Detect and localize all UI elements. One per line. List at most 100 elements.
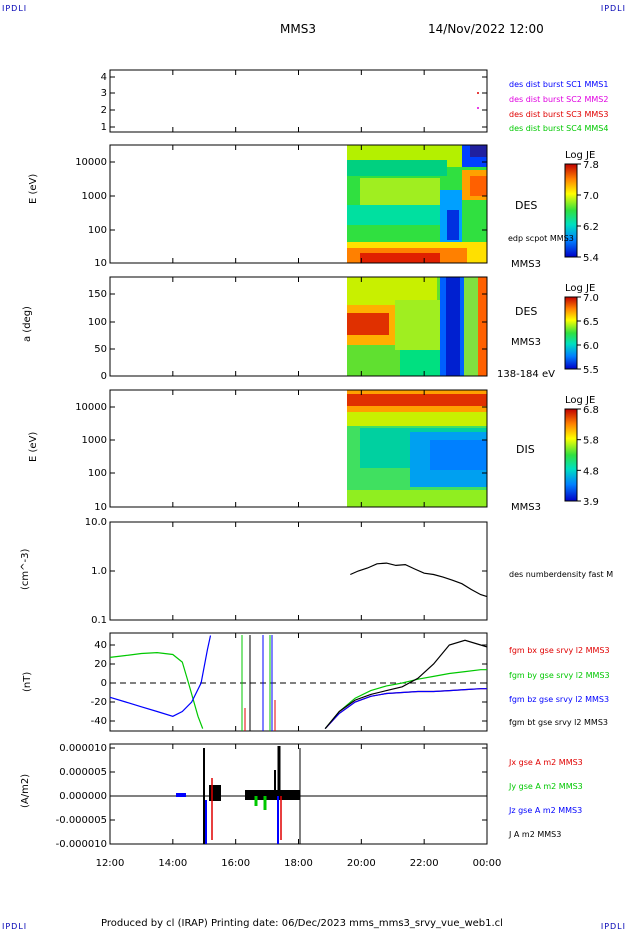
dis-energy-spectrogram (347, 390, 487, 507)
colorbar-tick-label: 6.5 (583, 317, 599, 328)
legend-burst-sc4: des dist burst SC4 MMS4 (509, 124, 609, 133)
legend-burst-sc3: des dist burst SC3 MMS3 (509, 110, 609, 119)
y-tick-label: 100 (88, 317, 107, 328)
y-tick-label: -40 (91, 716, 107, 727)
burst-panel-frame (109, 69, 488, 133)
colorbar-tick-label: 5.4 (583, 253, 599, 264)
bfield-ylabel: (nT) (22, 671, 33, 692)
des-pitch-spectrogram (347, 277, 487, 376)
y-tick-label: 10.0 (85, 517, 107, 528)
y-tick-label: 0 (101, 371, 107, 382)
dis-energy-ylabel: E (eV) (28, 431, 39, 462)
y-tick-label: 150 (88, 289, 107, 300)
current-burst (209, 785, 221, 801)
bz-line (109, 635, 212, 717)
legend-bz: fgm bz gse srvy l2 MMS3 (509, 695, 610, 704)
y-tick-label: 0.000010 (59, 743, 107, 754)
y-tick-label: 10 (94, 258, 107, 269)
des-energy-sc: MMS3 (511, 259, 541, 270)
bt-line (324, 639, 488, 729)
legend-density: des numberdensity fast M (509, 570, 614, 579)
des-pitch-sc: MMS3 (511, 337, 541, 348)
y-tick-label: 2 (101, 105, 107, 116)
x-tick-label: 12:00 (96, 858, 125, 869)
colorbar-tick-label: 4.8 (583, 466, 599, 477)
x-tick-label: 00:00 (473, 858, 502, 869)
x-tick-label: 20:00 (347, 858, 376, 869)
y-tick-label: 10000 (75, 402, 107, 413)
des-energy-spectrogram (347, 145, 487, 263)
dis-energy-cbar-title: Log JE (565, 395, 596, 406)
dis-energy-colorbar (564, 408, 578, 502)
colorbar-tick-label: 6.8 (583, 405, 599, 416)
x-tick-label: 16:00 (221, 858, 250, 869)
y-tick-label: -0.000010 (56, 839, 107, 850)
y-tick-label: 0.000000 (59, 791, 107, 802)
des-pitch-energy-range: 138-184 eV (497, 369, 555, 380)
des-energy-sublabel: edp scpot MMS3 (508, 234, 574, 243)
x-tick-label: 14:00 (158, 858, 187, 869)
footer-credits: Produced by cl (IRAP) Printing date: 06/… (101, 918, 503, 929)
y-tick-label: 100 (88, 468, 107, 479)
current-burst (245, 790, 300, 800)
spacecraft-title: MMS3 (280, 22, 316, 36)
x-tick-label: 22:00 (410, 858, 439, 869)
density-line (350, 562, 488, 598)
y-tick-label: 100 (88, 225, 107, 236)
colorbar-tick-label: 5.5 (583, 365, 599, 376)
dis-energy-sc: MMS3 (511, 502, 541, 513)
colorbar-tick-label: 7.8 (583, 160, 599, 171)
colorbar-tick-label: 6.2 (583, 222, 599, 233)
by-line (109, 651, 204, 729)
by-line (324, 669, 487, 729)
bx-line (324, 688, 487, 730)
corner-mark-bottom-left: IPDLI (2, 922, 28, 931)
colorbar-tick-label: 5.8 (583, 436, 599, 447)
y-tick-label: 3 (101, 88, 107, 99)
y-tick-label: 0.000005 (59, 767, 107, 778)
colorbar-tick-label: 7.0 (583, 293, 599, 304)
datetime-title: 14/Nov/2022 12:00 (428, 22, 544, 36)
y-tick-label: 1000 (82, 191, 107, 202)
colorbar-tick-label: 6.0 (583, 341, 599, 352)
legend-bx: fgm bx gse srvy l2 MMS3 (509, 646, 610, 655)
y-tick-label: 1.0 (91, 566, 107, 577)
density-frame (109, 521, 488, 621)
density-ylabel: (cm^-3) (20, 548, 31, 590)
legend-j: J A m2 MMS3 (509, 830, 562, 839)
y-tick-label: -0.000005 (56, 815, 107, 826)
des-energy-colorbar (564, 163, 578, 258)
des-pitch-label: DES (515, 305, 538, 318)
y-tick-label: 10 (94, 502, 107, 513)
legend-jx: Jx gse A m2 MMS3 (509, 758, 583, 767)
burst-point-sc3 (477, 92, 479, 94)
current-burst (176, 793, 186, 797)
des-energy-label: DES (515, 199, 538, 212)
y-tick-label: 1 (101, 122, 107, 133)
corner-mark-bottom-right: IPDLI (600, 922, 626, 931)
colorbar-tick-label: 7.0 (583, 191, 599, 202)
y-tick-label: 0.1 (91, 615, 107, 626)
des-energy-cbar-title: Log JE (565, 150, 596, 161)
des-energy-ylabel: E (eV) (28, 173, 39, 204)
y-tick-label: 0 (101, 678, 107, 689)
y-tick-label: -20 (91, 697, 107, 708)
bz-line (324, 688, 487, 730)
legend-bt: fgm bt gse srvy l2 MMS3 (509, 718, 608, 727)
dis-energy-label: DIS (516, 443, 535, 456)
y-tick-label: 40 (94, 640, 107, 651)
y-tick-label: 4 (101, 72, 107, 83)
des-pitch-colorbar (564, 296, 578, 370)
bfield-frame (109, 632, 488, 732)
y-tick-label: 1000 (82, 435, 107, 446)
legend-burst-sc1: des dist burst SC1 MMS1 (509, 80, 609, 89)
corner-mark-top-right: IPDLI (600, 4, 626, 13)
legend-jz: Jz gse A m2 MMS3 (509, 806, 583, 815)
y-tick-label: 50 (94, 344, 107, 355)
current-bursts (176, 746, 301, 844)
current-ylabel: (A/m2) (20, 773, 31, 808)
corner-mark-top-left: IPDLI (2, 4, 28, 13)
burst-point-sc2 (477, 107, 479, 109)
legend-by: fgm by gse srvy l2 MMS3 (509, 671, 610, 680)
